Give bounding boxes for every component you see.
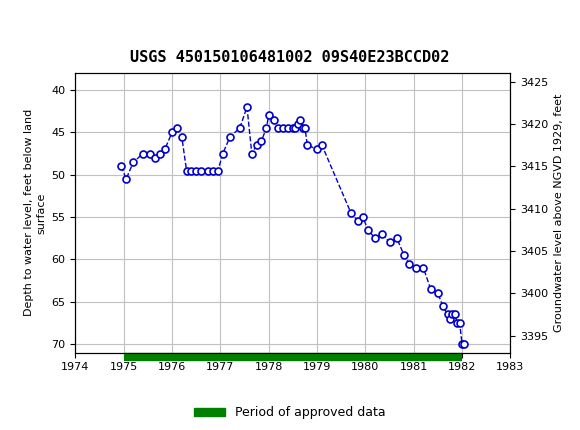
Text: USGS 450150106481002 09S40E23BCCD02: USGS 450150106481002 09S40E23BCCD02	[130, 49, 450, 64]
Y-axis label: Groundwater level above NGVD 1929, feet: Groundwater level above NGVD 1929, feet	[554, 94, 564, 332]
Legend: Period of approved data: Period of approved data	[189, 401, 391, 424]
Text: ≡USGS: ≡USGS	[12, 16, 78, 36]
Y-axis label: Depth to water level, feet below land
surface: Depth to water level, feet below land su…	[24, 109, 46, 316]
